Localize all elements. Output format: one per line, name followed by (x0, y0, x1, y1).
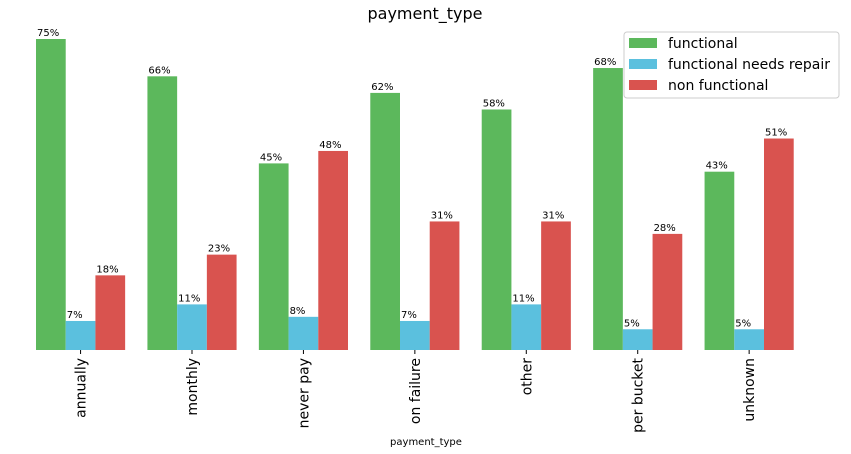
bar-value-label: 66% (148, 65, 170, 76)
bar-on-failure-functional (370, 92, 400, 350)
bar-value-label: 11% (512, 293, 534, 304)
bar-per-bucket-functional-needs-repair (622, 329, 653, 350)
x-tick-label: other (519, 358, 535, 396)
bar-value-label: 31% (542, 210, 564, 221)
legend-swatch (629, 38, 657, 48)
bar-value-label: 43% (706, 161, 728, 172)
bar-never-pay-functional (258, 163, 289, 350)
bar-annually-functional-needs-repair (65, 320, 96, 350)
legend-box (623, 31, 840, 99)
x-axis-label: payment_type (390, 437, 462, 448)
bar-value-label: 5% (624, 318, 640, 329)
bar-on-failure-functional-needs-repair (400, 320, 430, 350)
bar-other-non-functional (541, 221, 571, 350)
bar-annually-functional (36, 39, 66, 350)
bar-value-label: 28% (654, 223, 676, 234)
legend-entry-label: functional needs repair (668, 57, 830, 73)
bar-value-label: 8% (290, 306, 306, 317)
x-tick-label: per bucket (631, 357, 647, 432)
bar-value-label: 7% (401, 310, 417, 321)
x-tick-label: monthly (185, 358, 201, 416)
bar-value-label: 31% (431, 210, 453, 221)
bar-per-bucket-non-functional (652, 233, 683, 350)
bar-value-label: 75% (37, 28, 59, 39)
bar-unknown-non-functional (764, 138, 794, 350)
bar-monthly-functional-needs-repair (177, 304, 207, 350)
bar-unknown-functional (704, 171, 735, 350)
x-tick-label: on failure (408, 358, 424, 424)
bar-monthly-non-functional (206, 254, 237, 350)
bar-per-bucket-functional (593, 68, 623, 350)
x-tick-label: annually (74, 358, 90, 418)
bar-monthly-functional (147, 76, 178, 350)
legend-entry-label: non functional (668, 78, 768, 94)
bars-layer (36, 39, 794, 351)
bar-other-functional (481, 109, 512, 351)
legend-swatch (629, 59, 657, 69)
bar-value-label: 68% (594, 57, 616, 68)
bar-annually-non-functional (95, 275, 126, 350)
x-tick-label: unknown (742, 358, 758, 422)
bar-value-label: 18% (96, 264, 118, 275)
bar-unknown-functional-needs-repair (734, 329, 764, 350)
bar-labels-layer: 75% 7% 18% 66% 11% 23% 45% 8% 48% 62% 7% 31% 58% 11% 3… (37, 28, 787, 329)
bar-value-label: 48% (319, 140, 341, 151)
bar-value-label: 45% (260, 152, 282, 163)
bar-value-label: 7% (67, 310, 83, 321)
bar-other-functional-needs-repair (511, 304, 542, 350)
bar-value-label: 23% (208, 244, 230, 255)
legend-swatch (629, 80, 657, 90)
bar-value-label: 5% (735, 318, 751, 329)
x-tick-labels: annually monthly never pay on failure other p… (74, 350, 758, 433)
x-tick-label: never pay (296, 358, 312, 428)
legend: functional functional needs repair non fun… (623, 31, 840, 99)
bar-never-pay-non-functional (318, 150, 348, 350)
bar-never-pay-functional-needs-repair (288, 316, 319, 350)
chart-title: payment_type (367, 4, 482, 24)
bar-value-label: 62% (371, 82, 393, 93)
legend-entry-label: functional (668, 36, 738, 52)
bar-value-label: 11% (178, 293, 200, 304)
bar-on-failure-non-functional (429, 221, 460, 350)
bar-value-label: 58% (483, 98, 505, 109)
bar-value-label: 51% (765, 128, 787, 139)
